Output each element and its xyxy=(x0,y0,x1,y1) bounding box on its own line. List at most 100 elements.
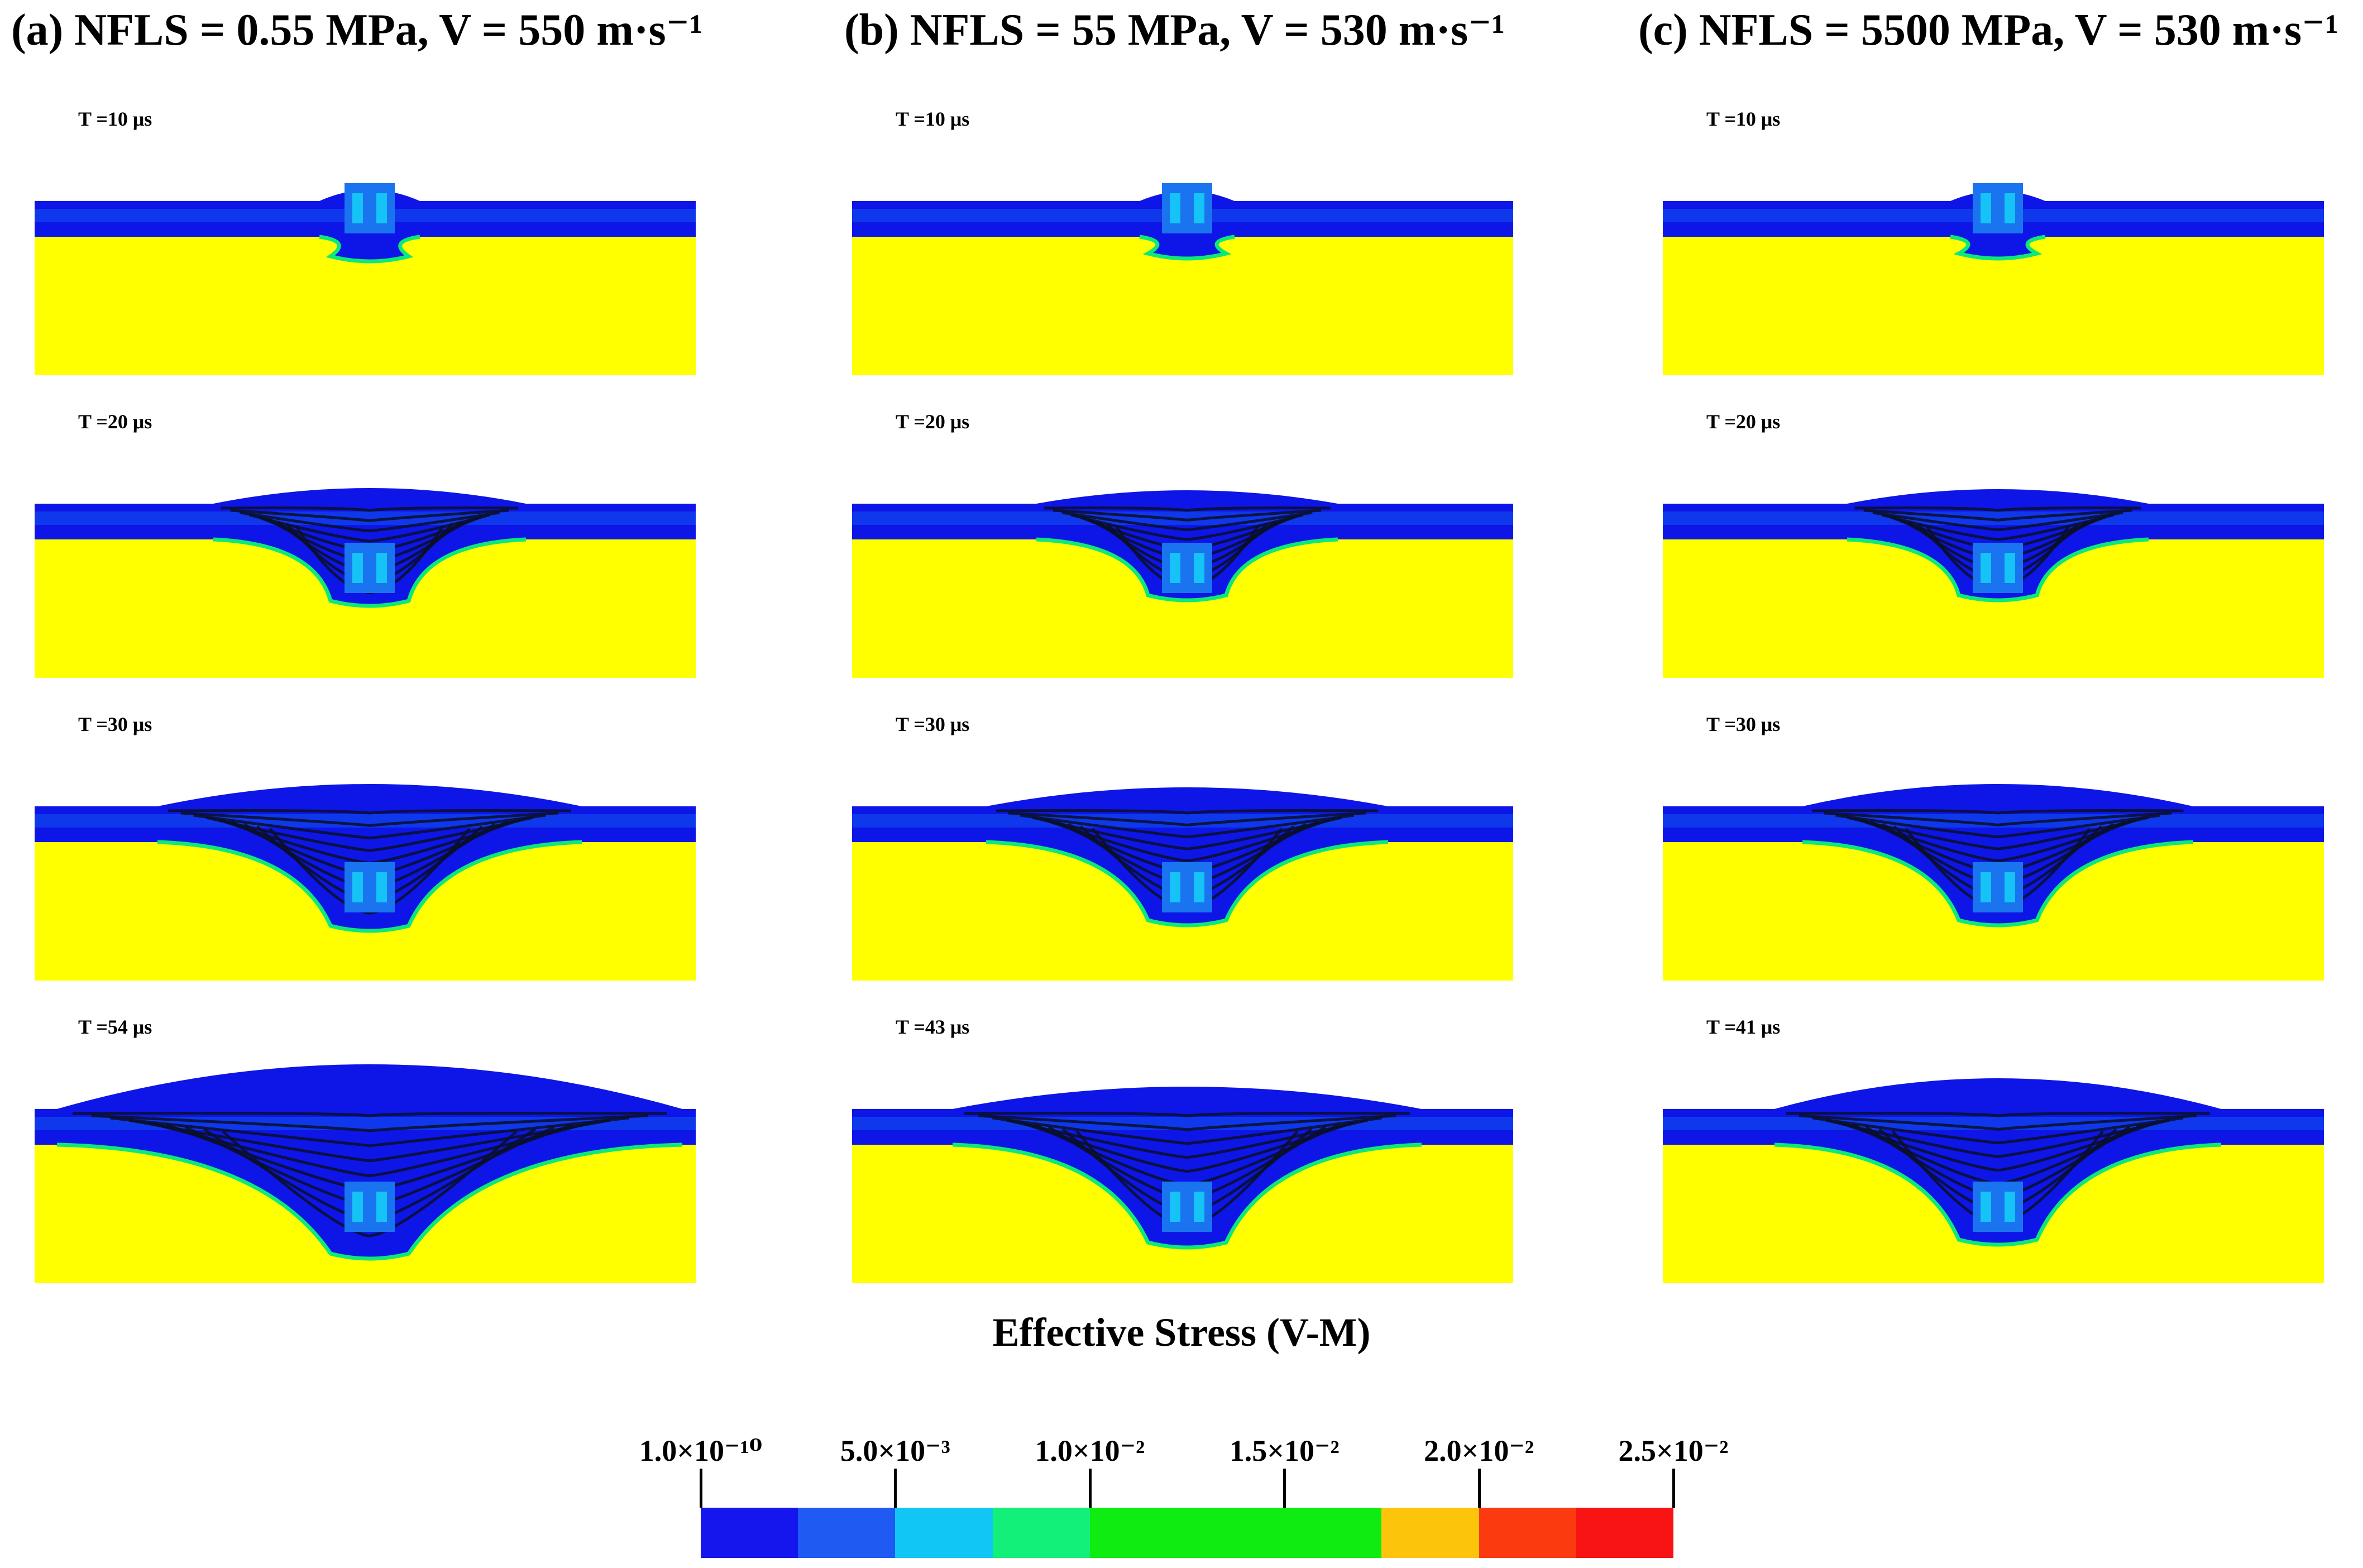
stress-panel xyxy=(35,183,696,375)
stress-panel xyxy=(35,1064,696,1283)
crater-interface xyxy=(952,1142,1422,1250)
stress-panel xyxy=(852,1087,1513,1283)
crater-interface xyxy=(1774,1142,2222,1247)
fibre-streak xyxy=(1854,506,2141,512)
frame-a-4: T =54 μs xyxy=(35,1015,696,1283)
colorbar-tick-label: 1.5×10⁻² xyxy=(1229,1434,1340,1467)
frame-b-3: T =30 μs xyxy=(852,713,1513,981)
crater-interface xyxy=(157,840,582,933)
frame-c-4: T =41 μs xyxy=(1663,1015,2324,1283)
fibre-streak xyxy=(1812,1116,2184,1145)
fibre-streak xyxy=(1858,818,2137,863)
fibre-streak xyxy=(147,1121,592,1178)
time-label: T =41 μs xyxy=(1706,1016,1781,1038)
crater-interface xyxy=(1847,537,2149,603)
projectile-core xyxy=(1991,548,2005,587)
fibre-streak xyxy=(1020,814,1355,839)
fibre-streak xyxy=(222,1130,518,1237)
fibre-streak xyxy=(1839,1121,2157,1172)
frame-b-2: T =20 μs xyxy=(852,410,1513,678)
frame-a-3: T =30 μs xyxy=(35,713,696,981)
crater-interface xyxy=(1139,235,1235,261)
fibre-streak xyxy=(193,814,546,840)
fibre-streak xyxy=(1825,1118,2170,1158)
stress-panel xyxy=(852,183,1513,375)
fibre-streak xyxy=(168,809,572,815)
fibre-streak xyxy=(1020,1121,1355,1173)
column-title-c: (c) NFLS = 5500 MPa, V = 530 m·s⁻¹ xyxy=(1638,6,2339,55)
colorbar-tick xyxy=(700,1469,702,1508)
fibre-streak xyxy=(1008,811,1366,826)
crater-interface xyxy=(1950,235,2046,261)
colorbar-tick xyxy=(1477,1469,1481,1508)
column-title-a: (a) NFLS = 0.55 MPa, V = 550 m·s⁻¹ xyxy=(11,6,703,55)
stress-panel xyxy=(852,787,1513,981)
projectile-core xyxy=(1180,868,1194,907)
fibre-streak xyxy=(205,816,534,852)
fibre-streak xyxy=(1061,511,1313,532)
projectile-core xyxy=(1180,189,1194,228)
colorbar-segment xyxy=(1187,1508,1285,1558)
frame-a-1: T =10 μs xyxy=(35,107,696,375)
fibre-streak xyxy=(1006,1118,1368,1159)
fibre-streak xyxy=(996,809,1379,815)
fibre-streak xyxy=(230,509,509,522)
time-label: T =30 μs xyxy=(1706,713,1781,735)
projectile-core xyxy=(363,868,376,907)
projectile-core xyxy=(1991,1187,2005,1226)
plate-stress-band xyxy=(35,511,696,525)
column-title-b: (b) NFLS = 55 MPa, V = 530 m·s⁻¹ xyxy=(844,6,1505,55)
crater-interface xyxy=(213,537,527,608)
fibre-streak xyxy=(1872,511,2123,532)
time-label: T =54 μs xyxy=(78,1016,152,1038)
fibre-streak xyxy=(992,1116,1382,1145)
projectile-core xyxy=(363,1187,376,1226)
time-label: T =10 μs xyxy=(1706,108,1781,130)
projectile-core xyxy=(1180,1187,1194,1226)
crater-interface xyxy=(319,235,420,264)
colorbar-tick xyxy=(1088,1469,1092,1508)
colorbar-tick-label: 1.0×10⁻² xyxy=(1035,1434,1145,1467)
fibre-streak xyxy=(964,1112,1410,1117)
colorbar-segment xyxy=(895,1508,993,1558)
frame-c-1: T =10 μs xyxy=(1663,107,2324,375)
projectile-core xyxy=(1991,868,2005,907)
fibre-streak xyxy=(1798,1114,2197,1131)
fibre-streak xyxy=(1863,509,2132,522)
frame-b-4: T =43 μs xyxy=(852,1015,1513,1283)
fibre-streak xyxy=(109,1116,630,1148)
fibre-streak xyxy=(221,506,519,512)
crater-interface xyxy=(56,1142,683,1261)
colorbar-segment xyxy=(701,1508,798,1558)
colorbar-tick xyxy=(1672,1469,1675,1508)
legend-title: Effective Stress (V-M) xyxy=(992,1310,1371,1355)
colorbar-segment xyxy=(1284,1508,1382,1558)
plate-stress-band xyxy=(852,511,1513,525)
fibre-streak xyxy=(128,1118,611,1163)
stress-panel xyxy=(1663,489,2324,678)
fibre-streak xyxy=(91,1114,648,1132)
fibre-streak xyxy=(1053,509,1322,522)
time-label: T =10 μs xyxy=(896,108,970,130)
projectile-core xyxy=(1180,548,1194,587)
colorbar-tick-label: 2.0×10⁻² xyxy=(1424,1434,1534,1467)
fibre-streak xyxy=(1812,809,2184,815)
time-label: T =43 μs xyxy=(896,1016,970,1038)
crater-interface xyxy=(1036,537,1338,603)
fibre-streak xyxy=(1785,1112,2211,1117)
time-label: T =30 μs xyxy=(896,713,970,735)
stress-panel xyxy=(852,490,1513,678)
projectile-core xyxy=(1991,189,2005,228)
colorbar-segment xyxy=(1381,1508,1479,1558)
frame-a-2: T =20 μs xyxy=(35,410,696,678)
stress-panel xyxy=(1663,183,2324,375)
colorbar-segment xyxy=(1479,1508,1576,1558)
time-label: T =20 μs xyxy=(896,410,970,433)
colorbar-segment xyxy=(1576,1508,1674,1558)
colorbar-segment xyxy=(992,1508,1090,1558)
plate-stress-band xyxy=(1663,511,2324,525)
crater-interface xyxy=(986,840,1389,928)
fibre-streak xyxy=(1835,814,2160,839)
fibre-streak xyxy=(1044,818,1331,863)
fibre-streak xyxy=(240,511,500,533)
